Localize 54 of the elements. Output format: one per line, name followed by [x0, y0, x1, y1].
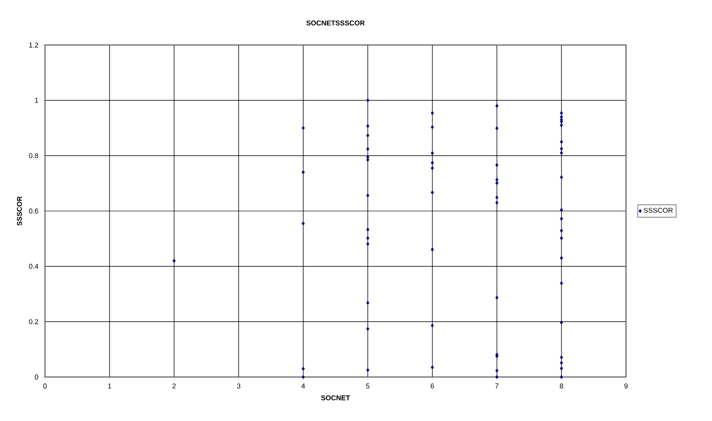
point: [495, 163, 498, 168]
point: [366, 124, 370, 128]
point: [495, 126, 498, 130]
point: [495, 104, 498, 108]
point: [495, 195, 498, 200]
point: [560, 360, 563, 365]
point: [560, 150, 563, 155]
point: [560, 320, 563, 324]
point: [560, 208, 563, 212]
point: [495, 200, 498, 205]
point: [366, 194, 370, 198]
point: [430, 166, 434, 170]
point: [366, 133, 370, 138]
point: [172, 258, 176, 263]
point: [560, 175, 563, 180]
point: [495, 296, 498, 300]
point: [366, 242, 370, 246]
point: [560, 281, 563, 286]
point: [560, 375, 563, 379]
point: [430, 151, 434, 156]
point: [302, 366, 305, 371]
point: [560, 111, 563, 116]
point: [430, 365, 434, 370]
point: [430, 190, 434, 194]
point: [495, 178, 498, 182]
point: [495, 181, 498, 186]
point: [366, 98, 370, 102]
point: [302, 126, 305, 130]
point: [366, 300, 370, 305]
point: [495, 375, 498, 379]
point: [366, 228, 370, 232]
point: [560, 236, 563, 240]
point: [366, 147, 370, 152]
point: [430, 324, 434, 328]
point: [430, 160, 434, 165]
point: [560, 228, 563, 233]
point: [366, 236, 370, 240]
point: [302, 221, 305, 226]
point: [366, 326, 370, 331]
point: [430, 247, 434, 252]
point: [366, 158, 370, 162]
point: [560, 140, 563, 144]
point: [302, 170, 305, 174]
point: [430, 125, 434, 130]
point: [495, 368, 498, 373]
point: [560, 366, 563, 370]
point: [366, 368, 370, 372]
point: [560, 355, 563, 360]
point: [560, 256, 563, 260]
point: [560, 146, 563, 151]
point: [560, 123, 563, 128]
point: [302, 375, 305, 379]
point: [560, 216, 563, 221]
point: [430, 111, 434, 116]
